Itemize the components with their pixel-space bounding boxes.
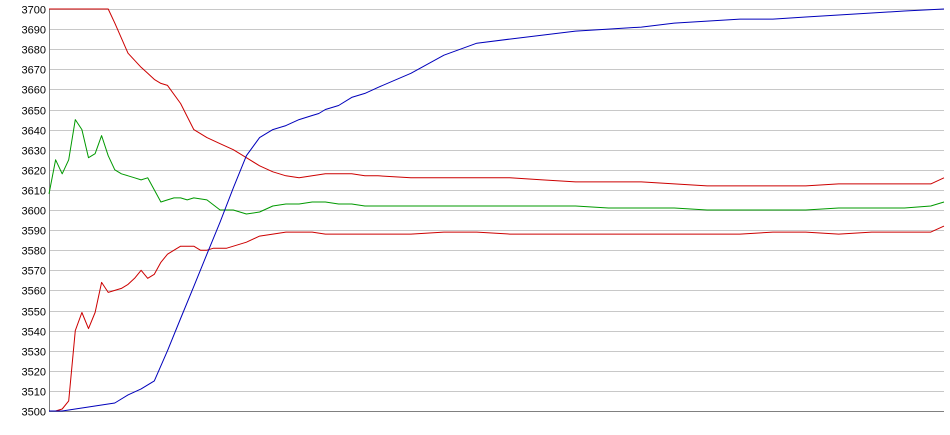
y-tick-label: 3680 [22,45,46,57]
y-tick-label: 3530 [22,347,46,359]
y-tick-label: 3620 [22,166,46,178]
axes [49,9,944,412]
y-axis-tick-labels: 3500 3510 3520 3530 3540 3550 3560 3570 3580 3590… [22,5,46,419]
y-tick-label: 3670 [22,65,46,77]
y-tick-label: 3540 [22,327,46,339]
y-tick-label: 3630 [22,146,46,158]
series-line-4 [49,8,945,412]
y-tick-label: 3690 [22,25,46,37]
y-tick-label: 3550 [22,307,46,319]
y-tick-label: 3650 [22,106,46,118]
y-tick-label: 3600 [22,206,46,218]
y-tick-label: 3560 [22,286,46,298]
series-line-2 [48,119,945,215]
series-line-3 [49,225,945,412]
y-tick-label: 3590 [22,226,46,238]
y-tick-label: 3640 [22,126,46,138]
series-line-1 [49,8,945,187]
y-tick-label: 3700 [22,5,46,17]
y-tick-label: 3510 [22,387,46,399]
y-tick-label: 3520 [22,367,46,379]
y-tick-label: 3580 [22,246,46,258]
y-tick-label: 3570 [22,266,46,278]
y-tick-label: 3660 [22,85,46,97]
y-tick-label: 3610 [22,186,46,198]
series-lines [48,8,945,412]
grid [49,9,944,412]
y-tick-label: 3500 [22,407,46,419]
